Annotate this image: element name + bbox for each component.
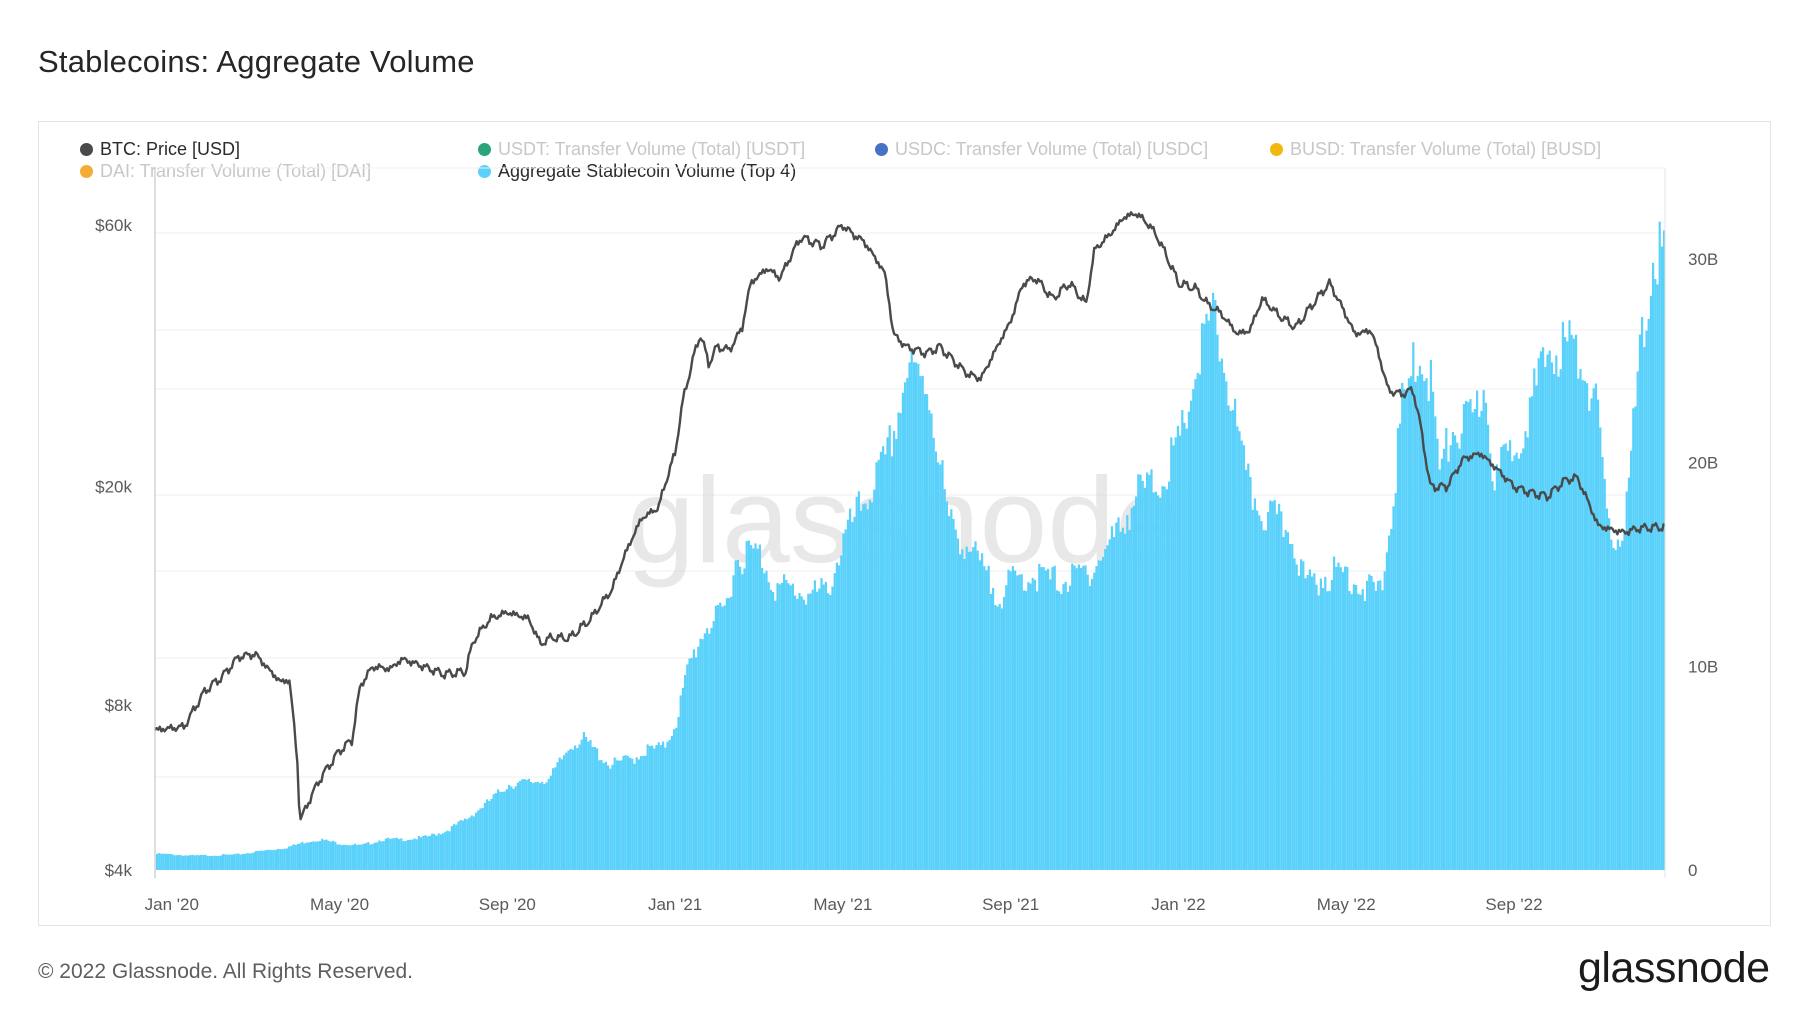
chart-title: Stablecoins: Aggregate Volume — [38, 44, 475, 79]
legend-dot-usdc — [875, 143, 888, 156]
legend-item-usdc[interactable]: USDC: Transfer Volume (Total) [USDC] — [875, 139, 1208, 160]
legend-item-usdt[interactable]: USDT: Transfer Volume (Total) [USDT] — [478, 139, 805, 160]
legend-item-dai[interactable]: DAI: Transfer Volume (Total) [DAI] — [80, 161, 371, 182]
chart-frame — [38, 121, 1771, 926]
legend-dot-usdt — [478, 143, 491, 156]
legend-dot-dai — [80, 165, 93, 178]
legend-item-btc-price[interactable]: BTC: Price [USD] — [80, 139, 240, 160]
legend-label-aggregate: Aggregate Stablecoin Volume (Top 4) — [498, 161, 797, 181]
glassnode-logo: glassnode — [1578, 944, 1770, 992]
legend-dot-aggregate — [478, 165, 491, 178]
legend-dot-busd — [1270, 143, 1283, 156]
legend-label-dai: DAI: Transfer Volume (Total) [DAI] — [100, 161, 372, 181]
legend-label-busd: BUSD: Transfer Volume (Total) [BUSD] — [1290, 139, 1602, 159]
legend-label-btc-price: BTC: Price [USD] — [100, 139, 241, 159]
legend-item-busd[interactable]: BUSD: Transfer Volume (Total) [BUSD] — [1270, 139, 1601, 160]
legend-item-aggregate[interactable]: Aggregate Stablecoin Volume (Top 4) — [478, 161, 796, 182]
legend-dot-btc-price — [80, 143, 93, 156]
copyright-footer: © 2022 Glassnode. All Rights Reserved. — [38, 960, 414, 983]
legend-label-usdc: USDC: Transfer Volume (Total) [USDC] — [895, 139, 1209, 159]
legend-label-usdt: USDT: Transfer Volume (Total) [USDT] — [498, 139, 806, 159]
